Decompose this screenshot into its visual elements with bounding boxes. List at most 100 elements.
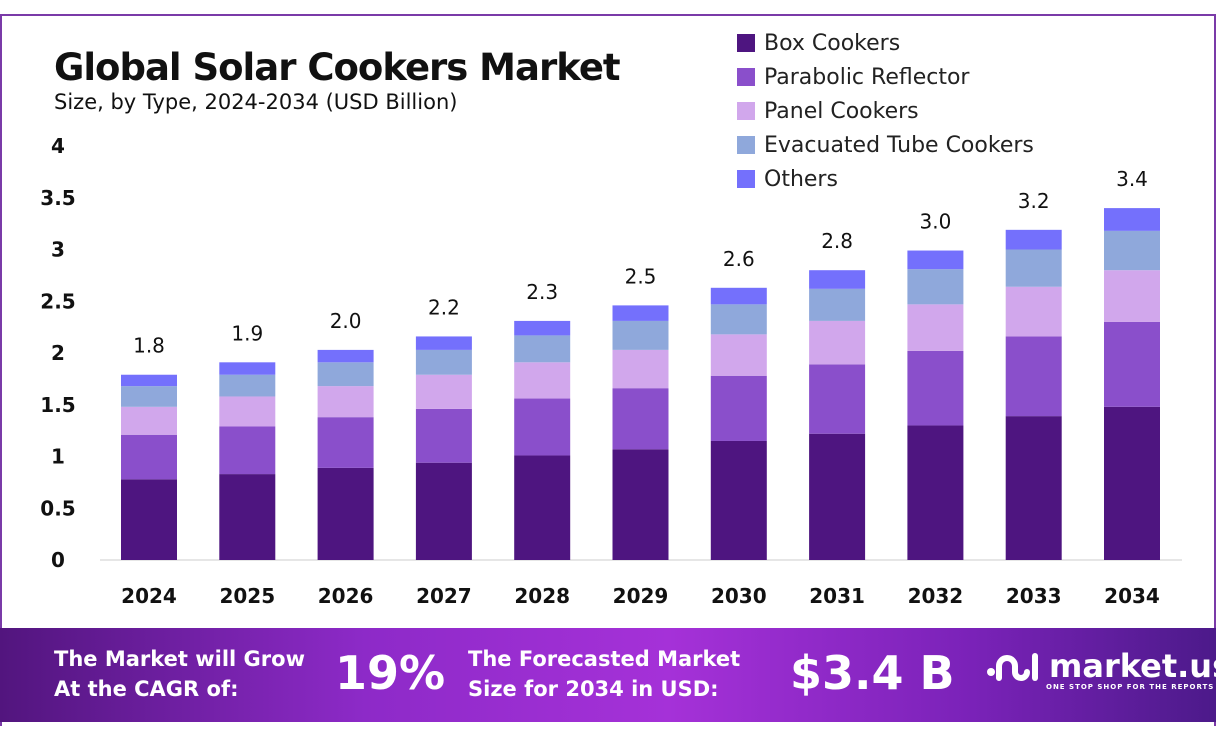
bar-segment [415,374,472,409]
bar-segment [1104,208,1160,231]
legend-swatch [737,102,755,120]
bar-segment [1005,286,1062,337]
bar-segment [710,440,767,560]
x-tick-label: 2029 [613,584,669,608]
total-label: 2.8 [821,229,853,253]
bar-segment [219,474,276,560]
market-us-logo: market.us [985,646,1216,686]
bar-segment [612,349,669,389]
logo-name: market.us [1049,647,1216,685]
bar-segment [514,320,571,336]
footer-banner: The Market will Grow At the CAGR of: 19% … [0,628,1216,722]
bar-segment [1005,416,1062,560]
total-label: 2.6 [723,247,755,271]
bar-segment [612,305,669,321]
bar-segment [1104,406,1160,560]
legend-label: Panel Cookers [764,98,919,124]
bar-segment [317,417,374,468]
legend-label: Box Cookers [764,30,901,56]
bar-segment [514,335,571,363]
bar-segment [219,426,276,475]
legend-swatch [737,170,755,188]
total-label: 3.4 [1116,167,1148,191]
cagr-label-line1: The Market will Grow [54,647,305,671]
bar-segment [317,362,374,387]
bar-segment [907,269,964,305]
bar-segment [710,375,767,441]
bar-segment [1005,249,1062,287]
bar-segment [1104,321,1160,407]
chart-frame [0,14,1216,726]
x-tick-label: 2032 [908,584,964,608]
bar-segment [907,250,964,270]
x-tick-label: 2033 [1006,584,1062,608]
bar-segment [1005,229,1062,250]
bar-segment [809,270,866,289]
bar-segment [809,364,866,434]
bar-segment [907,425,964,560]
x-tick-label: 2028 [514,584,570,608]
x-tick-label: 2027 [416,584,472,608]
bar-segment [809,433,866,560]
legend-swatch [737,34,755,52]
total-label: 1.9 [231,321,263,345]
bar-segment [121,406,177,435]
bar-segment [809,288,866,321]
forecast-value: $3.4 B [790,646,955,700]
x-tick-label: 2024 [121,584,177,608]
total-label: 2.5 [625,264,657,288]
bar-segment [415,349,472,375]
bar-segment [1104,230,1160,271]
y-tick-label: 0 [51,548,65,572]
bar-segment [219,362,276,375]
total-label: 3.0 [919,210,951,234]
cagr-label-line2: At the CAGR of: [54,677,239,701]
bar-segment [317,467,374,560]
bar-segment [514,398,571,456]
x-tick-label: 2026 [318,584,374,608]
total-label: 2.3 [526,280,558,304]
bar-segment [219,374,276,397]
bar-segment [317,349,374,363]
forecast-label-line1: The Forecasted Market [468,647,741,671]
bar-segment [1005,336,1062,417]
bar-segment [1104,270,1160,322]
total-label: 3.2 [1018,189,1050,213]
y-tick-label: 3 [51,238,65,262]
legend-item: Evacuated Tube Cookers [737,128,1034,162]
y-tick-label: 1 [51,445,65,469]
total-label: 2.2 [428,295,460,319]
bar-segment [612,388,669,450]
legend-item: Panel Cookers [737,94,1034,128]
bar-segment [121,479,177,560]
cagr-value: 19% [335,646,446,700]
y-tick-label: 1.5 [40,393,75,417]
legend-label: Evacuated Tube Cookers [764,132,1034,158]
y-tick-label: 2 [51,341,65,365]
bar-segment [415,336,472,350]
legend-item: Others [737,162,1034,196]
legend-label: Others [764,166,838,192]
bar-segment [710,334,767,376]
bar-segment [121,374,177,387]
legend-label: Parabolic Reflector [764,64,970,90]
cagr-label: The Market will Grow At the CAGR of: [54,644,305,704]
bar-segment [514,455,571,560]
forecast-label-line2: Size for 2034 in USD: [468,677,719,701]
legend-swatch [737,68,755,86]
bar-segment [907,304,964,351]
y-tick-label: 2.5 [40,289,75,313]
x-tick-label: 2034 [1104,584,1160,608]
y-tick-label: 4 [51,134,65,158]
bar-segment [415,408,472,463]
chart-title: Global Solar Cookers Market [54,46,621,89]
bar-segment [809,320,866,365]
x-tick-label: 2031 [809,584,865,608]
legend-item: Box Cookers [737,26,1034,60]
legend-swatch [737,136,755,154]
total-label: 2.0 [330,309,362,333]
legend-item: Parabolic Reflector [737,60,1034,94]
y-tick-label: 3.5 [40,186,75,210]
logo-mark-icon [987,653,1038,681]
bar-segment [710,304,767,335]
